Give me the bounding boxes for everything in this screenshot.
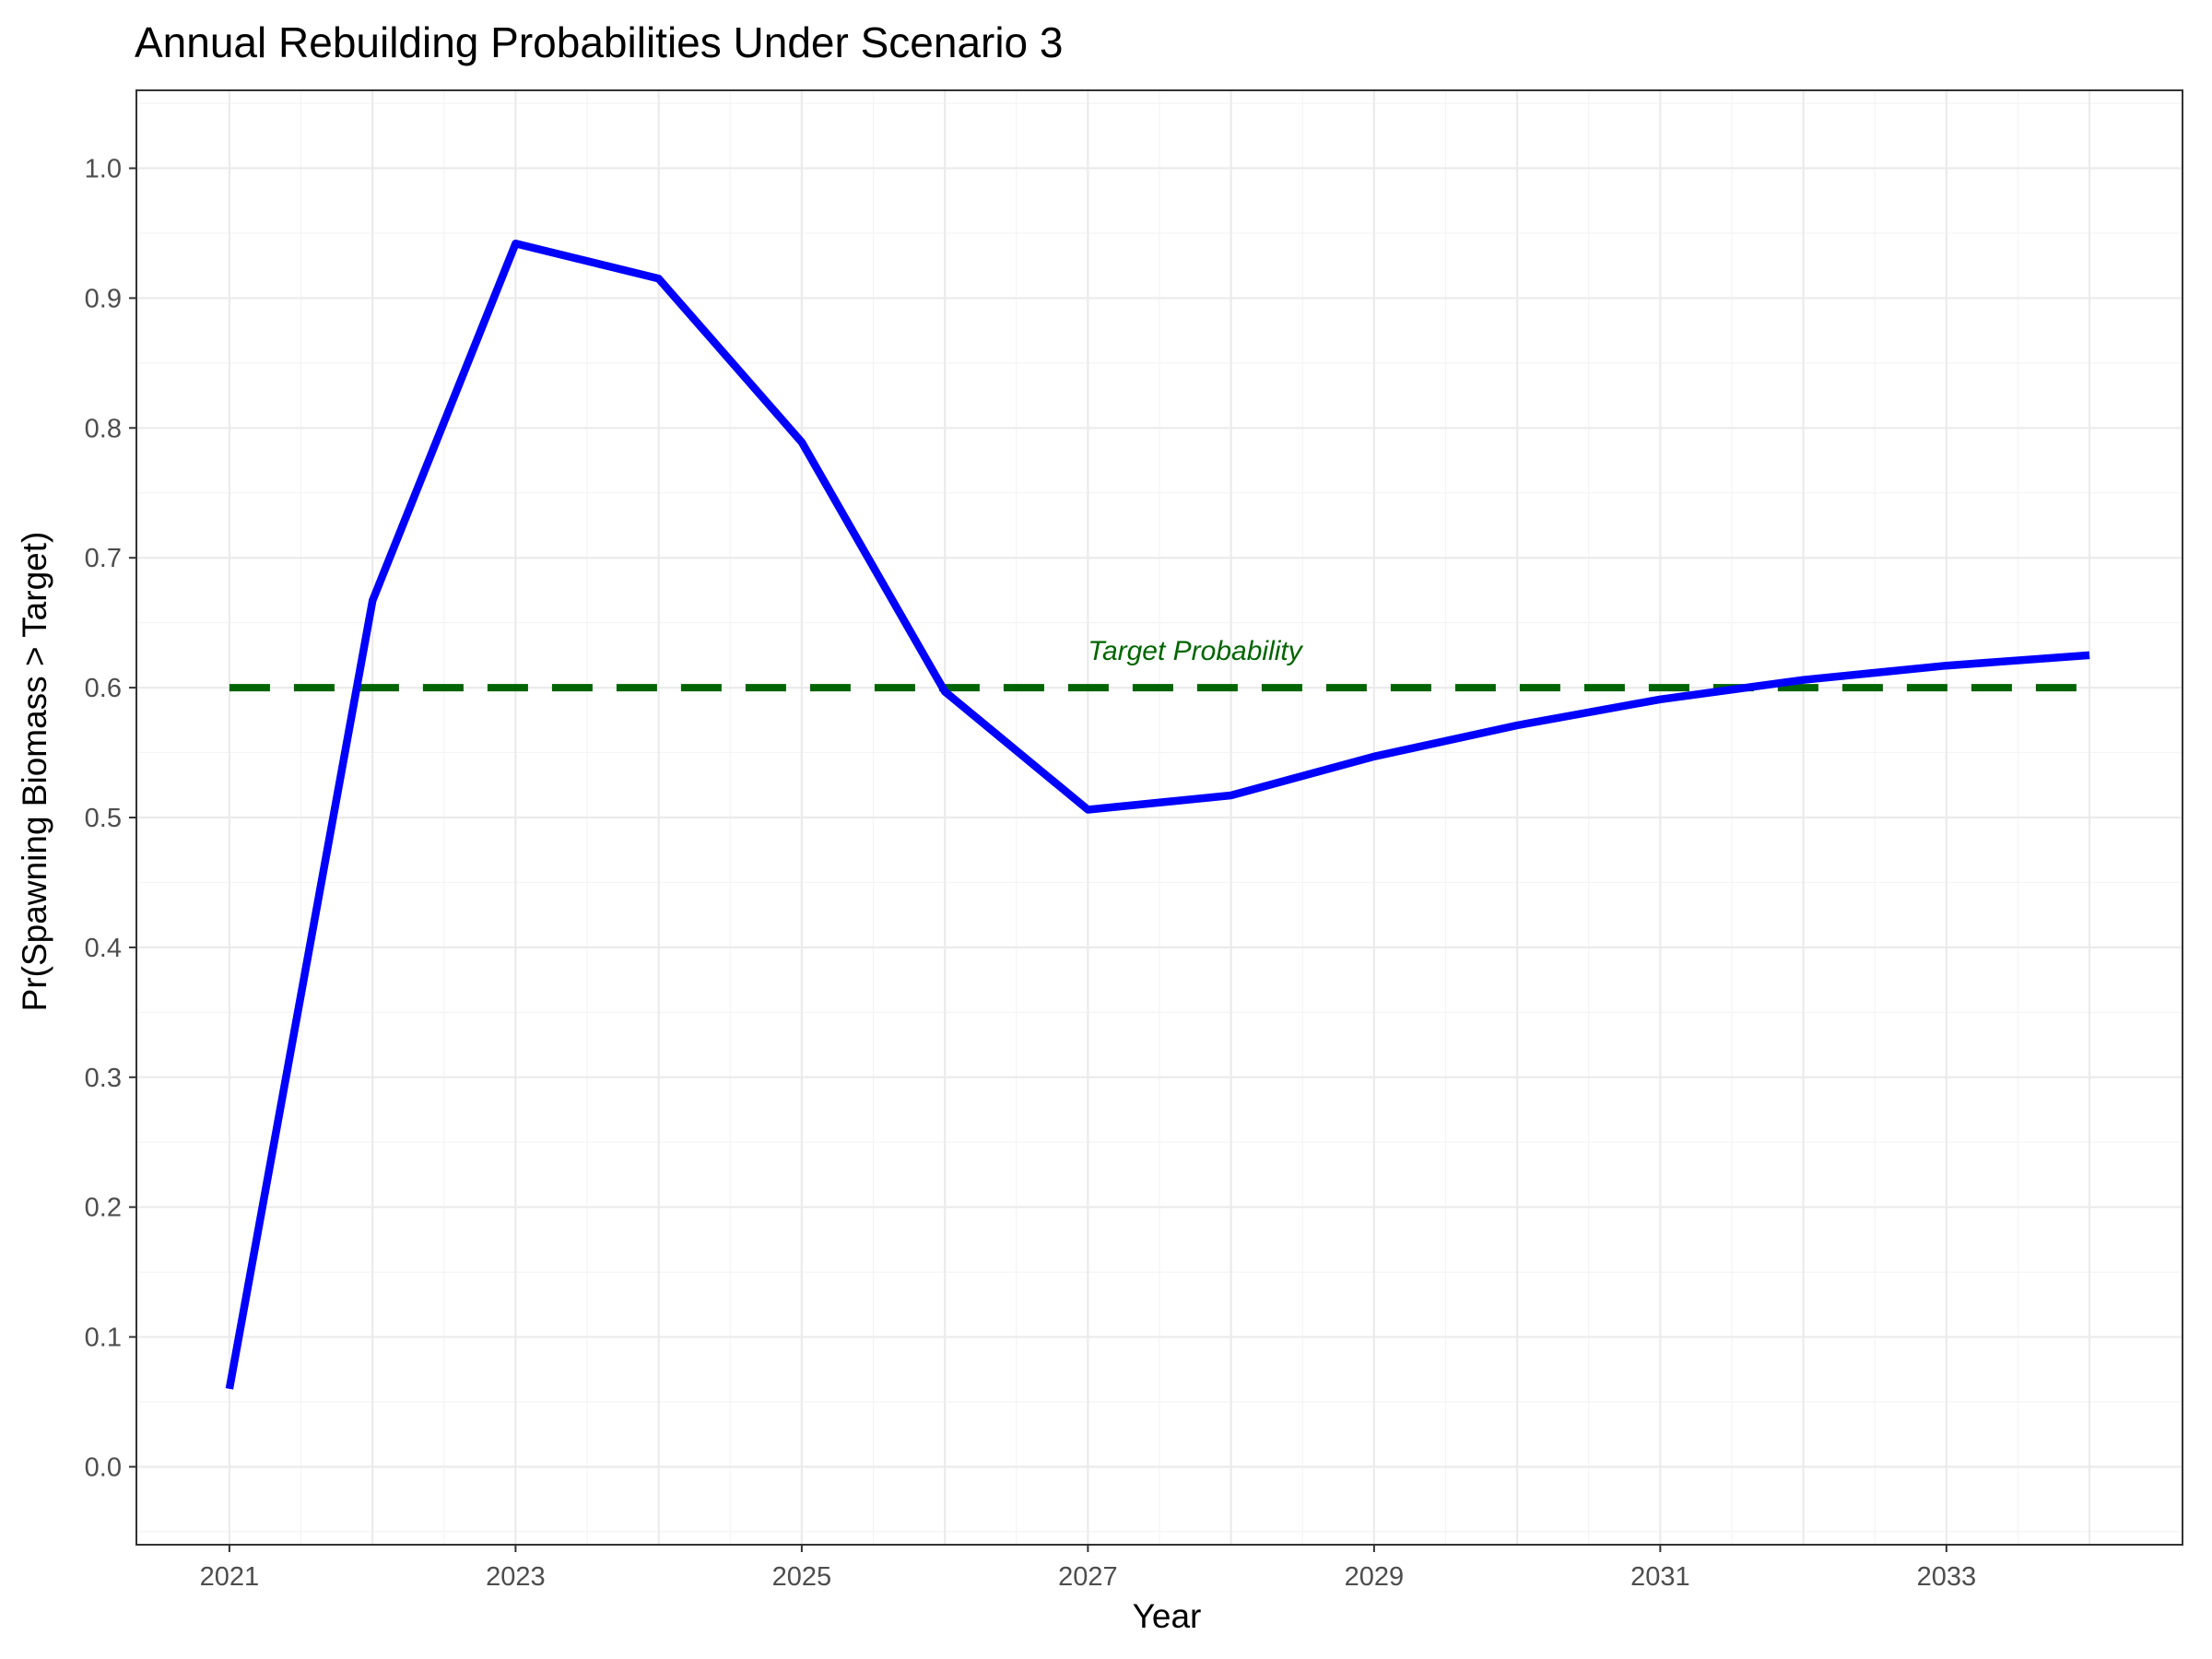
y-tick-label: 0.2 (85, 1194, 122, 1223)
x-tick-label: 2033 (1917, 1562, 1977, 1592)
target-reference: Target Probability (229, 636, 2090, 692)
y-tick-label: 0.8 (85, 414, 122, 443)
y-tick-label: 0.4 (85, 934, 122, 963)
x-tick-label: 2023 (486, 1562, 546, 1592)
series-line (225, 240, 2090, 1390)
y-tick-label: 0.9 (85, 284, 122, 313)
y-tick-label: 0.5 (85, 804, 122, 833)
y-tick-label: 0.0 (85, 1453, 122, 1482)
x-tick-label: 2025 (772, 1562, 832, 1592)
y-tick-label: 0.7 (85, 544, 122, 573)
series-lines (225, 240, 2090, 1390)
major-gridlines (136, 90, 2183, 1545)
x-tick-label: 2031 (1630, 1562, 1690, 1592)
x-tick-label: 2021 (200, 1562, 260, 1592)
y-axis-title: Pr(Spawning Biomass > Target) (16, 532, 53, 1012)
target-label: Target Probability (1088, 636, 1303, 666)
x-axis-ticks: 2021 2023 2025 2027 2029 2031 2033 (200, 1545, 1976, 1592)
chart-title: Annual Rebuilding Probabilities Under Sc… (135, 18, 1064, 66)
y-tick-label: 0.1 (85, 1324, 122, 1353)
x-tick-label: 2029 (1345, 1562, 1405, 1592)
y-tick-label: 0.6 (85, 674, 122, 703)
y-tick-label: 1.0 (85, 155, 122, 184)
y-tick-label: 0.3 (85, 1064, 122, 1093)
x-axis-title: Year (1133, 1597, 1202, 1635)
y-axis-ticks: 0.0 0.1 0.2 0.3 0.4 0.5 0.6 0.7 0.8 0.9 1.0 (85, 155, 136, 1482)
x-tick-label: 2027 (1058, 1562, 1118, 1592)
